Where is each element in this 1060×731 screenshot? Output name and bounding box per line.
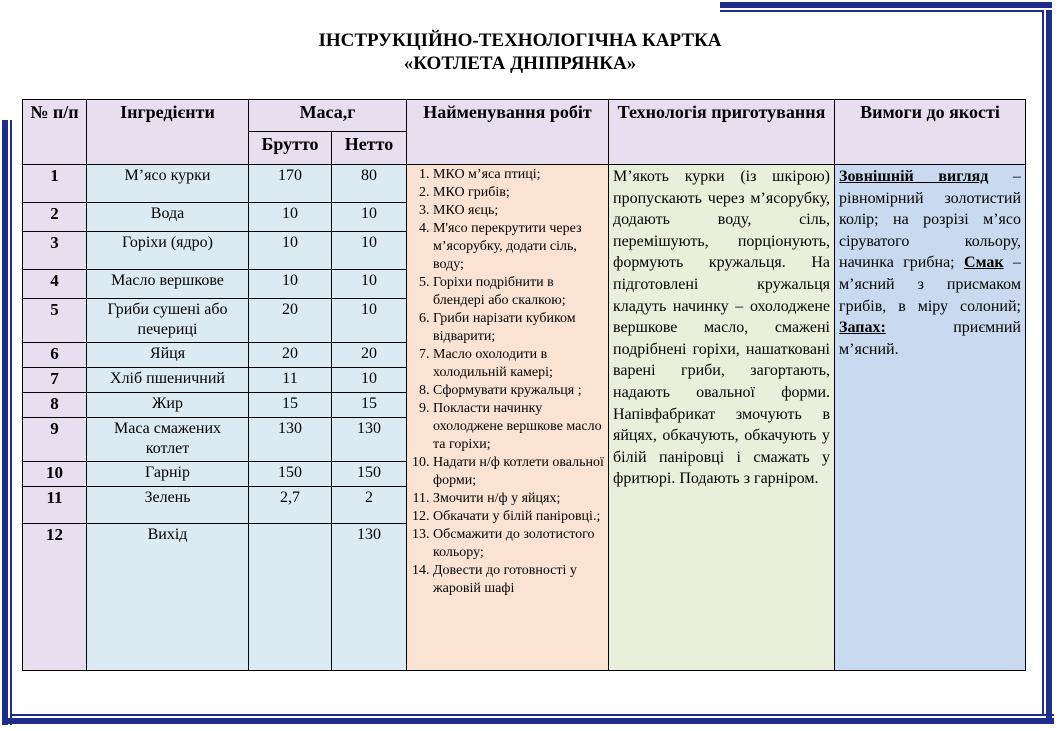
row-number: 2: [22, 202, 87, 232]
header-netto: Нетто: [331, 131, 407, 165]
frame-left-border: [2, 120, 8, 725]
brutto-value: 11: [248, 367, 332, 393]
ingredient-name: Вихід: [86, 523, 249, 671]
netto-value: 15: [331, 392, 407, 418]
row-number: 12: [22, 523, 87, 671]
header-requirements: Вимоги до якості: [834, 99, 1026, 165]
ingredient-name: Маса смажених котлет: [86, 417, 249, 462]
work-step: МКО яєць;: [433, 202, 604, 220]
netto-value: 2: [331, 486, 407, 524]
table-row: 5 Гриби сушені або печериці 20 10: [22, 298, 1026, 343]
brutto-value: 20: [248, 342, 332, 368]
header-number: № п/п: [22, 99, 87, 165]
brutto-value: 15: [248, 392, 332, 418]
brutto-value: 20: [248, 298, 332, 343]
netto-value: 80: [331, 164, 407, 203]
ingredient-name: Яйця: [86, 342, 249, 368]
netto-value: 130: [331, 417, 407, 462]
work-step: МКО грибів;: [433, 184, 604, 202]
table-row: 10 Гарнір 150 150: [22, 461, 1026, 487]
technology-card-table: № п/п Інгредієнти Маса,г Найменування ро…: [22, 99, 1026, 671]
header-mass: Маса,г: [248, 99, 407, 132]
work-step: Сформувати кружальця ;: [433, 382, 604, 400]
brutto-value: 10: [248, 269, 332, 299]
work-step: Покласти начинку охолоджене вершкове мас…: [433, 400, 604, 454]
row-number: 1: [22, 164, 87, 203]
brutto-value: [248, 523, 332, 671]
netto-value: 10: [331, 202, 407, 232]
netto-value: 10: [331, 269, 407, 299]
netto-value: 130: [331, 523, 407, 671]
brutto-value: 10: [248, 231, 332, 270]
work-step: Обсмажити до золотистого кольору;: [433, 526, 604, 562]
appearance-label: Зовнішній вигляд: [839, 168, 989, 185]
frame-bottom-border: [2, 718, 1054, 724]
frame-top-border: [720, 2, 1052, 8]
ingredient-name: М’ясо курки: [86, 164, 249, 203]
table-row: 2 Вода 10 10: [22, 202, 1026, 232]
taste-label: Смак: [964, 254, 1004, 272]
work-step: М'ясо перекрутити через м’ясорубку, дода…: [433, 220, 604, 274]
smell-label: Запах:: [839, 319, 886, 337]
table-row: 9 Маса смажених котлет 130 130: [22, 417, 1026, 462]
netto-value: 150: [331, 461, 407, 487]
header-works: Найменування робіт: [406, 99, 609, 165]
technology-text: М’якоть курки (із шкірою) пропускають че…: [608, 164, 835, 671]
header-brutto: Брутто: [248, 131, 332, 165]
smell-text: приємний м’ясний.: [839, 319, 1021, 358]
frame-right-inner-border: [1042, 10, 1044, 716]
table-row: 1 М’ясо курки 170 80 МКО м’яса птиці;МКО…: [22, 164, 1026, 671]
ingredient-name: Зелень: [86, 486, 249, 524]
row-number: 4: [22, 269, 87, 299]
netto-value: 20: [331, 342, 407, 368]
frame-top-inner-border: [720, 10, 1044, 12]
work-step: Гриби нарізати кубиком відварити;: [433, 310, 604, 346]
brutto-value: 130: [248, 417, 332, 462]
table-row: 12 Вихід 130: [22, 523, 1026, 671]
netto-value: 10: [331, 231, 407, 270]
row-number: 7: [22, 367, 87, 393]
ingredient-name: Гриби сушені або печериці: [86, 298, 249, 343]
frame-left-inner-border: [10, 120, 12, 725]
table-row: 6 Яйця 20 20: [22, 342, 1026, 368]
frame-right-border: [1046, 10, 1052, 724]
header-technology: Технологія приготування: [608, 99, 835, 165]
row-number: 5: [22, 298, 87, 343]
brutto-value: 2,7: [248, 486, 332, 524]
works-cell: МКО м’яса птиці;МКО грибів;МКО яєць;М'яс…: [406, 164, 609, 671]
work-step: Масло охолодити в холодильній камері;: [433, 346, 604, 382]
work-step: Змочити н/ф у яйцях;: [433, 490, 604, 508]
netto-value: 10: [331, 298, 407, 343]
work-step: МКО м’яса птиці;: [433, 166, 604, 184]
row-number: 8: [22, 392, 87, 418]
row-number: 10: [22, 461, 87, 487]
ingredient-name: Гарнір: [86, 461, 249, 487]
work-step: Горіхи подрібнити в блендері або скалкою…: [433, 274, 604, 310]
row-number: 9: [22, 417, 87, 462]
ingredient-name: Хліб пшеничний: [86, 367, 249, 393]
brutto-value: 150: [248, 461, 332, 487]
work-step: Довести до готовності у жаровій шафі: [433, 562, 604, 598]
works-list: МКО м’яса птиці;МКО грибів;МКО яєць;М'яс…: [411, 166, 604, 598]
brutto-value: 10: [248, 202, 332, 232]
document-title-line1: ІНСТРУКЦІЙНО-ТЕХНОЛОГІЧНА КАРТКА: [318, 30, 722, 51]
row-number: 3: [22, 231, 87, 270]
requirements-cell: Зовнішній вигляд – рівномірний золотисти…: [834, 164, 1026, 671]
table-row: 7 Хліб пшеничний 11 10: [22, 367, 1026, 393]
netto-value: 10: [331, 367, 407, 393]
taste-text: – м’ясний з присмаком грибів, в міру сол…: [839, 254, 1022, 315]
row-number: 11: [22, 486, 87, 524]
header-ingredients: Інгредієнти: [86, 99, 249, 165]
ingredient-name: Масло вершкове: [86, 269, 249, 299]
ingredient-name: Вода: [86, 202, 249, 232]
appearance-text: – рівномірний золотистий колір; на розрі…: [839, 168, 1021, 272]
row-number: 6: [22, 342, 87, 368]
document-title-line2: «КОТЛЕТА ДНІПРЯНКА»: [403, 53, 637, 74]
brutto-value: 170: [248, 164, 332, 203]
ingredient-name: Жир: [86, 392, 249, 418]
work-step: Надати н/ф котлети овальної форми;: [433, 454, 604, 490]
frame-bottom-inner-border: [10, 714, 1054, 716]
work-step: Обкачати у білій паніровці.;: [433, 508, 604, 526]
ingredient-name: Горіхи (ядро): [86, 231, 249, 270]
